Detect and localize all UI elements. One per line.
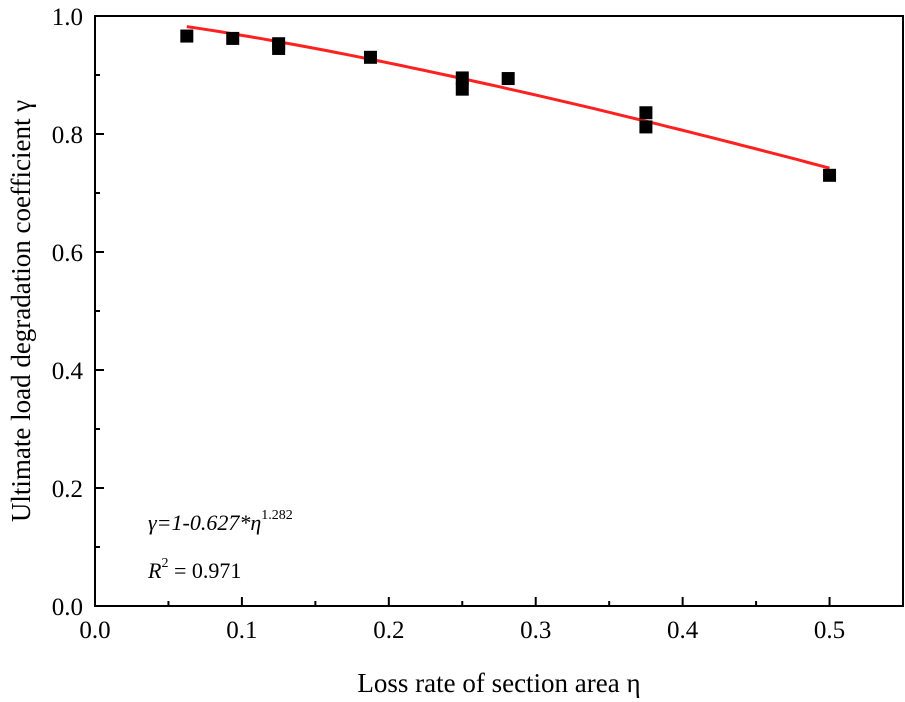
x-tick-label: 0.4 [667, 617, 699, 644]
y-tick-label: 0.2 [52, 476, 83, 503]
y-axis-title: Ultimate load degradation coefficient γ [6, 100, 36, 522]
x-axis-title: Loss rate of section area η [357, 668, 640, 698]
fit-line [186, 25, 830, 170]
x-tick-label: 0.5 [814, 617, 845, 644]
x-tick-label: 0.3 [520, 617, 551, 644]
r2-sup: 2 [161, 556, 168, 571]
data-point [180, 29, 194, 43]
data-point [639, 120, 653, 134]
plot-frame [94, 15, 904, 607]
data-point [455, 82, 469, 96]
fit-equation: γ=1-0.627*η1.282 [148, 508, 293, 535]
data-point [455, 71, 469, 85]
y-tick-label: 0.8 [52, 122, 83, 149]
data-point [823, 168, 837, 182]
r2-label: R [147, 558, 162, 583]
x-axis-ticks: 0.0 0.1 0.2 0.3 0.4 0.5 [79, 597, 845, 644]
x-tick-label: 0.1 [226, 617, 257, 644]
x-tick-label: 0.2 [373, 617, 404, 644]
data-point [639, 106, 653, 120]
data-points [180, 29, 837, 182]
data-point [272, 41, 286, 55]
y-axis-ticks: 0.0 0.2 0.4 0.6 0.8 1.0 [52, 4, 104, 621]
equation-exponent: 1.282 [261, 508, 293, 523]
r-squared: R2 = 0.971 [147, 556, 241, 583]
y-tick-label: 0.4 [52, 358, 84, 385]
y-tick-label: 1.0 [52, 4, 83, 31]
data-point [226, 31, 240, 45]
y-tick-label: 0.0 [52, 594, 83, 621]
y-tick-label: 0.6 [52, 240, 83, 267]
data-point [501, 72, 515, 86]
r2-value: = 0.971 [168, 558, 241, 583]
x-tick-label: 0.0 [79, 617, 110, 644]
equation-text: γ=1-0.627*η [148, 510, 261, 535]
data-point [363, 50, 377, 64]
